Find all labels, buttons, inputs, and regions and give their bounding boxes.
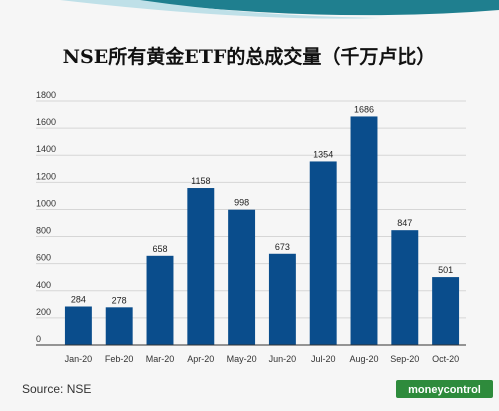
data-label: 1354 [313, 149, 333, 159]
logo-text: moneycontrol [408, 384, 481, 396]
header-wave [120, 0, 499, 16]
data-label: 658 [152, 244, 167, 254]
y-tick-label: 0 [36, 334, 41, 344]
data-label: 673 [275, 242, 290, 252]
y-tick-label: 1600 [36, 117, 56, 127]
bar-sep-20 [391, 230, 419, 345]
data-label: 278 [112, 295, 127, 305]
bar-may-20 [228, 209, 256, 345]
bar-mar-20 [146, 255, 174, 345]
x-tick-label: Mar-20 [146, 354, 175, 364]
source-note: Source: NSE [22, 382, 91, 396]
y-tick-label: 1800 [36, 90, 56, 100]
header-wave-light [60, 0, 380, 19]
x-axis-ticks: Jan-20 Feb-20 Mar-20 Apr-20 May-20 Jun-20 Jul-… [65, 354, 459, 364]
data-label: 998 [234, 198, 249, 208]
data-label: 501 [438, 265, 453, 275]
y-tick-label: 200 [36, 307, 51, 317]
bars [64, 116, 460, 345]
bar-jan-20 [64, 306, 92, 345]
y-axis-ticks: 0 200 400 600 800 1000 1200 1400 1600 1800 [36, 90, 56, 344]
x-tick-label: Oct-20 [432, 354, 459, 364]
y-tick-label: 800 [36, 226, 51, 236]
data-label: 1158 [191, 176, 210, 186]
chart-title: NSE所有黄金ETF的总成交量（千万卢比） [63, 45, 436, 68]
y-tick-label: 1000 [36, 198, 56, 208]
y-tick-label: 1400 [36, 144, 56, 154]
bar-jun-20 [268, 253, 296, 345]
y-tick-label: 600 [36, 253, 51, 263]
bar-feb-20 [105, 307, 133, 345]
x-tick-label: Feb-20 [105, 354, 134, 364]
bar-jul-20 [309, 161, 337, 345]
x-tick-label: Sep-20 [390, 354, 419, 364]
x-tick-label: Aug-20 [349, 354, 378, 364]
bar-apr-20 [187, 188, 215, 345]
data-label: 1686 [354, 104, 374, 114]
y-tick-label: 1200 [36, 171, 56, 181]
x-tick-label: Apr-20 [187, 354, 214, 364]
x-tick-label: May-20 [227, 354, 257, 364]
x-tick-label: Jan-20 [65, 354, 93, 364]
y-tick-label: 400 [36, 280, 51, 290]
bar-aug-20 [350, 116, 378, 345]
x-tick-label: Jul-20 [311, 354, 336, 364]
x-tick-label: Jun-20 [269, 354, 297, 364]
moneycontrol-logo: moneycontrol [396, 380, 493, 398]
data-label: 284 [71, 295, 86, 305]
data-labels: 284 278 658 1158 998 673 1354 1686 847 501 [71, 104, 453, 305]
bar-oct-20 [432, 277, 460, 345]
data-label: 847 [397, 218, 412, 228]
